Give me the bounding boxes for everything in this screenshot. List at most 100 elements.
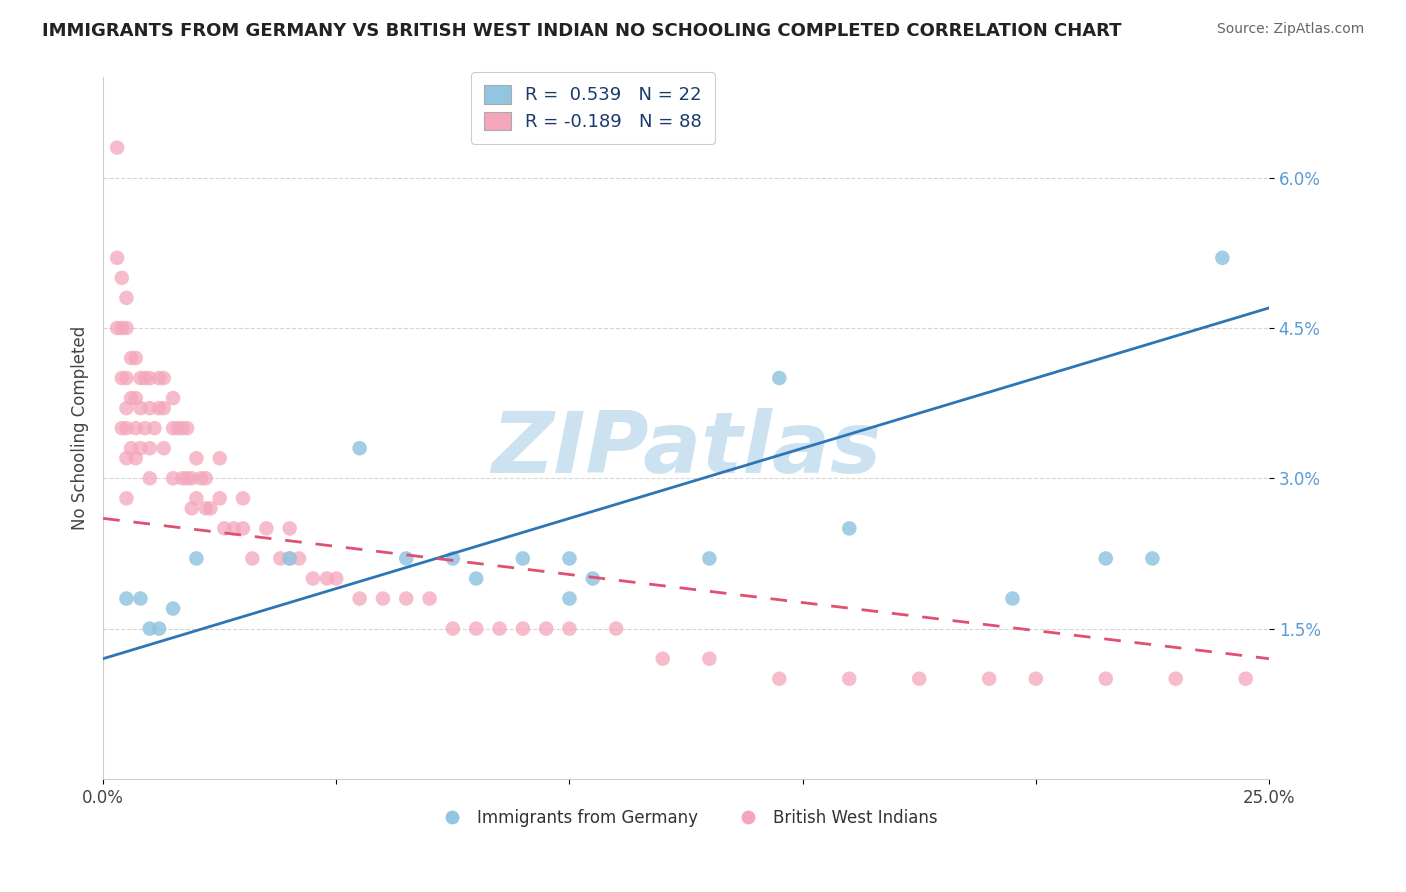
Text: ZIPatlas: ZIPatlas: [491, 408, 882, 491]
Point: [190, 471, 212, 485]
Point: [558, 622, 581, 636]
Point: [111, 371, 134, 385]
Point: [162, 391, 184, 405]
Point: [172, 471, 194, 485]
Point: [325, 572, 347, 586]
Point: [651, 651, 673, 665]
Point: [908, 672, 931, 686]
Y-axis label: No Schooling Completed: No Schooling Completed: [72, 326, 89, 531]
Point: [186, 551, 208, 566]
Point: [152, 371, 174, 385]
Point: [172, 421, 194, 435]
Point: [162, 601, 184, 615]
Point: [278, 521, 301, 535]
Point: [465, 572, 488, 586]
Point: [134, 421, 156, 435]
Text: Source: ZipAtlas.com: Source: ZipAtlas.com: [1216, 22, 1364, 37]
Point: [143, 421, 166, 435]
Point: [139, 441, 162, 455]
Point: [1234, 672, 1257, 686]
Point: [582, 572, 605, 586]
Point: [349, 591, 371, 606]
Point: [534, 622, 557, 636]
Point: [139, 622, 162, 636]
Point: [125, 451, 148, 466]
Point: [838, 672, 860, 686]
Point: [558, 551, 581, 566]
Point: [838, 521, 860, 535]
Point: [180, 501, 202, 516]
Point: [316, 572, 339, 586]
Point: [512, 551, 534, 566]
Point: [162, 471, 184, 485]
Point: [152, 441, 174, 455]
Point: [115, 321, 138, 335]
Point: [208, 451, 231, 466]
Point: [200, 501, 222, 516]
Point: [1164, 672, 1187, 686]
Point: [115, 371, 138, 385]
Point: [120, 391, 142, 405]
Point: [419, 591, 441, 606]
Point: [115, 451, 138, 466]
Point: [1094, 672, 1116, 686]
Point: [699, 651, 721, 665]
Point: [269, 551, 291, 566]
Point: [222, 521, 245, 535]
Point: [115, 491, 138, 506]
Point: [111, 271, 134, 285]
Point: [120, 441, 142, 455]
Point: [488, 622, 510, 636]
Point: [1025, 672, 1047, 686]
Point: [186, 451, 208, 466]
Point: [512, 622, 534, 636]
Point: [111, 421, 134, 435]
Point: [371, 591, 394, 606]
Point: [162, 421, 184, 435]
Point: [111, 321, 134, 335]
Point: [1211, 251, 1233, 265]
Point: [148, 622, 170, 636]
Point: [115, 291, 138, 305]
Point: [441, 551, 464, 566]
Point: [395, 551, 418, 566]
Point: [232, 491, 254, 506]
Point: [125, 391, 148, 405]
Point: [139, 371, 162, 385]
Point: [699, 551, 721, 566]
Point: [1142, 551, 1164, 566]
Point: [105, 140, 128, 154]
Point: [139, 471, 162, 485]
Point: [349, 441, 371, 455]
Point: [768, 672, 790, 686]
Point: [232, 521, 254, 535]
Point: [139, 401, 162, 416]
Point: [129, 441, 152, 455]
Point: [465, 622, 488, 636]
Point: [115, 401, 138, 416]
Point: [208, 491, 231, 506]
Point: [302, 572, 325, 586]
Point: [194, 501, 217, 516]
Point: [768, 371, 790, 385]
Point: [180, 471, 202, 485]
Point: [395, 591, 418, 606]
Point: [129, 401, 152, 416]
Point: [166, 421, 188, 435]
Point: [176, 471, 198, 485]
Point: [105, 321, 128, 335]
Point: [125, 421, 148, 435]
Point: [240, 551, 263, 566]
Point: [214, 521, 236, 535]
Point: [194, 471, 217, 485]
Point: [148, 371, 170, 385]
Point: [134, 371, 156, 385]
Text: IMMIGRANTS FROM GERMANY VS BRITISH WEST INDIAN NO SCHOOLING COMPLETED CORRELATIO: IMMIGRANTS FROM GERMANY VS BRITISH WEST …: [42, 22, 1122, 40]
Point: [558, 591, 581, 606]
Point: [105, 251, 128, 265]
Legend: Immigrants from Germany, British West Indians: Immigrants from Germany, British West In…: [429, 803, 943, 834]
Point: [1001, 591, 1024, 606]
Point: [176, 421, 198, 435]
Point: [148, 401, 170, 416]
Point: [278, 551, 301, 566]
